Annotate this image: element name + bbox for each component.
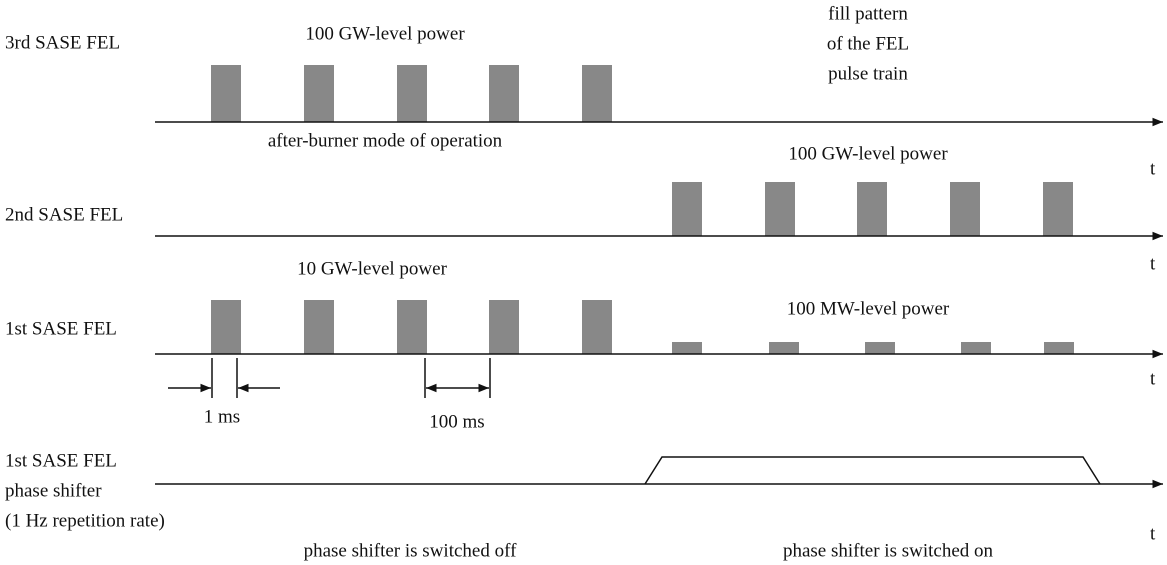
pulse-train [961, 342, 991, 354]
pulse-train [397, 65, 427, 122]
annotation: 10 GW-level power [297, 258, 448, 279]
pulse-train [304, 300, 334, 354]
row-label: (1 Hz repetition rate) [5, 510, 165, 531]
pulse-train [582, 300, 612, 354]
row-label: 1st SASE FEL [5, 450, 117, 471]
annotation: fill pattern [828, 3, 908, 24]
pulse-train [397, 300, 427, 354]
pulse-train [1043, 182, 1073, 236]
axis-label: t [1150, 523, 1156, 544]
annotation: phase shifter is switched on [783, 540, 994, 561]
dimension-markers [168, 358, 491, 398]
row-label: 1st SASE FEL [5, 318, 117, 339]
annotation: phase shifter is switched off [304, 540, 517, 561]
annotation: after-burner mode of operation [268, 130, 503, 151]
pulse-train [489, 300, 519, 354]
axis-label: t [1150, 158, 1156, 179]
annotation: pulse train [828, 63, 908, 84]
row-label: phase shifter [5, 480, 102, 501]
pulse-train [1044, 342, 1074, 354]
pulse-train [769, 342, 799, 354]
phase-shifter-gate [644, 456, 1101, 485]
axis-label: t [1150, 368, 1156, 389]
pulse-train [672, 342, 702, 354]
pulse-train [211, 65, 241, 122]
annotation: 100 GW-level power [305, 23, 465, 44]
annotation: 100 GW-level power [788, 143, 948, 164]
annotation: of the FEL [827, 33, 909, 54]
row-label: 3rd SASE FEL [5, 32, 120, 53]
pulse-train [865, 342, 895, 354]
pulse-train [857, 182, 887, 236]
axis-label: t [1150, 253, 1156, 274]
pulse-train [489, 65, 519, 122]
row-label: 2nd SASE FEL [5, 204, 123, 225]
pulse-train [765, 182, 795, 236]
pulse-train [672, 182, 702, 236]
pulse-train [304, 65, 334, 122]
annotation: 1 ms [204, 406, 240, 427]
annotation: 100 ms [429, 411, 484, 432]
pulse-train [950, 182, 980, 236]
pulse-train [211, 300, 241, 354]
pulse-train [582, 65, 612, 122]
annotation: 100 MW-level power [787, 298, 950, 319]
